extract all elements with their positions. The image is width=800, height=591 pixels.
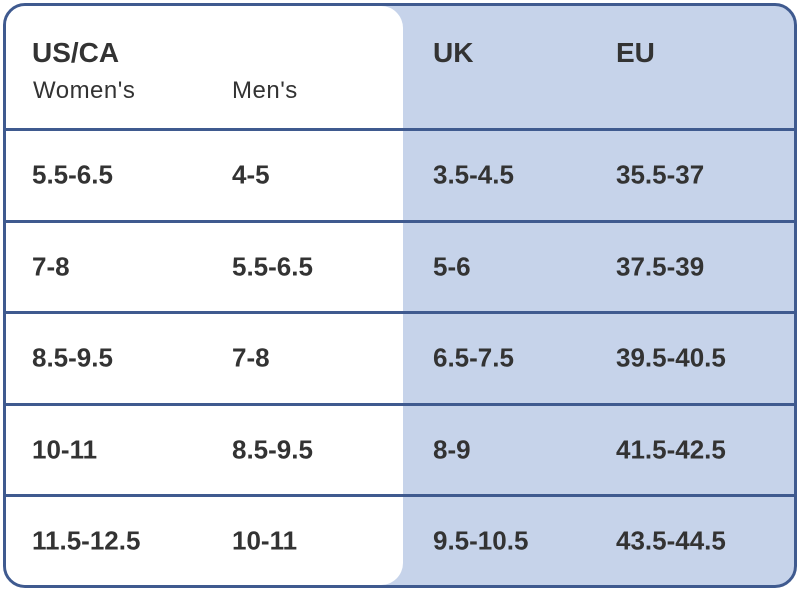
cell: 5-6 [433, 251, 471, 282]
cell: 8.5-9.5 [32, 342, 113, 373]
cell: 5.5-6.5 [232, 251, 313, 282]
row-divider [6, 402, 794, 406]
cell: 41.5-42.5 [616, 434, 726, 465]
column-header: US/CA [32, 37, 120, 68]
cell: 5.5-6.5 [32, 159, 113, 190]
cell: 43.5-44.5 [616, 525, 726, 556]
cell: 6.5-7.5 [433, 342, 514, 373]
us-ca-panel [6, 6, 403, 585]
cell: 39.5-40.5 [616, 342, 726, 373]
cell: 11.5-12.5 [32, 525, 141, 556]
cell: 4-5 [232, 159, 270, 190]
column-subheader: Women's [33, 77, 136, 104]
column-subheader: Men's [232, 77, 298, 104]
cell: 37.5-39 [616, 251, 705, 282]
cell: 9.5-10.5 [433, 525, 529, 556]
row-divider [6, 494, 794, 497]
row-divider [6, 311, 794, 314]
cell: 10-11 [32, 434, 98, 465]
cell: 3.5-4.5 [433, 159, 514, 190]
size-table: US/CA Women's Men's UK EU 5.5-6.5 4-5 3.5-… [3, 3, 797, 588]
column-header: UK [433, 37, 474, 68]
row-divider [6, 219, 794, 223]
cell: 8.5-9.5 [232, 434, 313, 465]
column-header: EU [616, 37, 655, 68]
cell: 8-9 [433, 434, 471, 465]
cell: 10-11 [232, 525, 298, 556]
cell: 35.5-37 [616, 159, 705, 190]
cell: 7-8 [232, 342, 270, 373]
row-divider [6, 128, 794, 131]
cell: 7-8 [32, 251, 70, 282]
